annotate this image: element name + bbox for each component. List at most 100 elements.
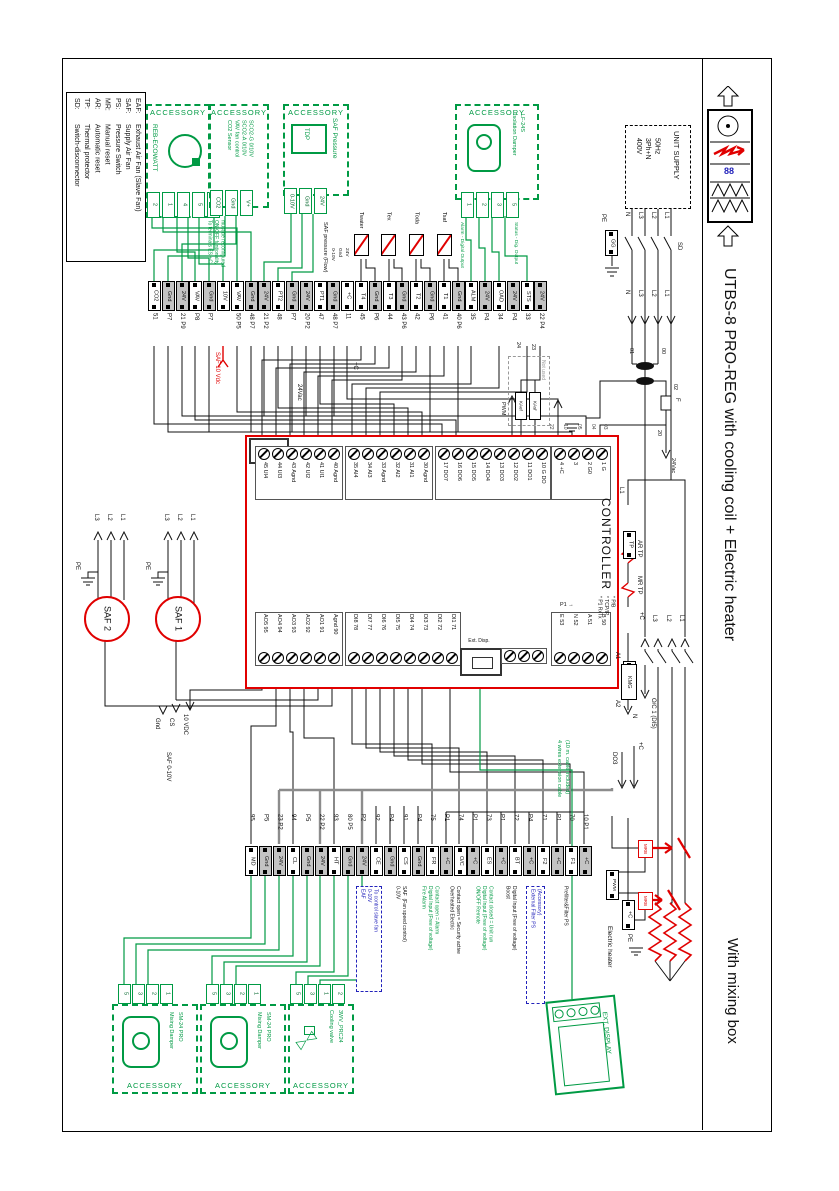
screw-icon: [258, 448, 270, 460]
screw-icon: [568, 448, 580, 460]
ctrl-terminal: AO5 95: [257, 614, 271, 664]
temp-sensor: Toda: [403, 212, 429, 256]
ahu-unit-icon: [707, 86, 753, 247]
ctrl-top-group-power: 4 +C 3 2 G0 1 G: [551, 446, 611, 500]
terminal: T2 42: [410, 281, 424, 343]
not-used-box: [508, 356, 550, 426]
mrb-cutout-1: MRB: [638, 840, 653, 858]
screw-icon: [362, 448, 374, 460]
saf1-l2: L2: [176, 514, 182, 521]
green-terminal: 1: [248, 984, 261, 1004]
wire-number: 48: [275, 313, 282, 320]
heater-pe-label: PE: [626, 934, 632, 943]
screw-icon: [532, 650, 544, 662]
thermistor-icon: [408, 234, 424, 256]
wire-number: P1: [498, 814, 505, 822]
screw-icon: [272, 652, 284, 664]
wire-number: 92: [373, 814, 380, 821]
accessory-tag: ACCESSORY: [211, 108, 267, 117]
wire-number: 48 P7: [248, 313, 255, 329]
device-name-1: Mixing Damper: [168, 1012, 174, 1049]
flow-term-3: 24V: [344, 248, 349, 257]
plus-c-label: +C: [352, 362, 358, 370]
terminal: +C 11: [341, 281, 355, 343]
screw-icon: [286, 652, 298, 664]
saf-10vdc-label: SAF 10 Vdc: [214, 352, 220, 385]
ctrl-terminal: 44 UI3: [271, 448, 285, 498]
screw-icon: [376, 652, 388, 664]
device-name-2: SM-24 PRO: [177, 1012, 183, 1042]
terminal: Gnd P5: [300, 814, 314, 876]
sensor-label: Toda: [413, 212, 420, 224]
ctrl-terminal: AO3 93: [285, 614, 299, 664]
ext-display-port: [460, 648, 502, 676]
green-terminal: 5: [118, 984, 131, 1004]
wire-number: 10 P1: [582, 814, 589, 830]
ctrl-terminal: DI2 72: [431, 614, 445, 664]
co2-description: CO2 Sensor VAV fan control SCO2-A 0/10V SC…: [226, 120, 254, 158]
terminal: Gnd P7: [161, 281, 175, 343]
terminal: +C P1: [467, 814, 481, 876]
fan-cs-label: CS: [168, 718, 174, 727]
terminal: Gnd P6: [368, 281, 382, 343]
24vac-label: 24Vac: [296, 384, 302, 401]
cable-note-2: (10 m. cable included): [564, 740, 570, 795]
accessory-cooling-valve: ▷◁ Cooling valve 3WV_PRC24 ACCESSORY: [288, 1004, 354, 1094]
ctrl-terminal: 14 DO4: [479, 448, 493, 498]
wire-number: 11: [344, 313, 351, 320]
legend-row: AR:Automatic reset: [93, 98, 101, 173]
wire-number: P4: [482, 313, 489, 321]
screw-icon: [286, 448, 298, 460]
ctrl-bottom-group-comm: E 53 N 52 A 51 B 50: [551, 612, 611, 666]
legend-row: SAF:Supply Air Fan: [124, 98, 131, 170]
reb-note: To terminals ES,+C ON-OFF funtionality m…: [206, 220, 226, 267]
temp-sensor: Tsaf: [431, 212, 457, 256]
terminal: CE 92: [370, 814, 384, 876]
wire-05: 05: [576, 424, 582, 430]
wire-number: 73: [484, 814, 491, 821]
screw-icon: [554, 448, 566, 460]
green-terminal: 3: [304, 984, 317, 1004]
relay-kasf: KAsf: [529, 392, 541, 420]
unit-supply-specs: 400V 3Ph+N 50Hz: [635, 138, 661, 160]
ctrl-terminal: 42 UI2: [299, 448, 313, 498]
temp-sensor: Twater: [348, 212, 374, 256]
contact-l2-label: L2: [665, 615, 671, 622]
saf2-l1: L1: [119, 514, 125, 521]
terminal: F1 70: [564, 814, 578, 876]
device-name-2: 3WV_PRC24: [337, 1010, 343, 1043]
comm-bracket-label: P1 →: [560, 602, 574, 608]
terminal: CO2 51: [148, 281, 161, 343]
green-terminal: 2: [147, 192, 160, 218]
screw-icon: [432, 652, 444, 664]
ctrl-terminal: AO2 92: [299, 614, 313, 664]
green-terminal: 2: [146, 984, 159, 1004]
phase-l2-label2: L2: [650, 290, 656, 297]
wire-number: 45: [358, 313, 365, 320]
screw-icon: [438, 448, 450, 460]
tdp-terminals: 0-10V Gnd 24V: [284, 188, 327, 214]
unit-display-digits: 88: [724, 166, 735, 176]
thermistor-icon: [353, 234, 369, 256]
damper-shaft-icon: [476, 134, 492, 150]
screw-icon: [390, 652, 402, 664]
ctrl-terminal: 16 DO6: [451, 448, 465, 498]
knob-mark-icon: [192, 158, 200, 166]
green-terminal: 5: [506, 192, 519, 218]
wire-number: P5: [304, 814, 311, 822]
green-terminal: Gnd: [299, 188, 312, 214]
wire-20: 20: [656, 430, 662, 437]
ctrl-terminal: 45 UI4: [257, 448, 271, 498]
gg-terminal: GG: [605, 230, 618, 256]
ctrl-top-group-ui: 45 UI4 44 UI3 43 Agnd 42 UI2 41 UI1 40 Agnd: [255, 446, 343, 500]
accessory-tag: ACCESSORY: [288, 108, 344, 117]
phase-l1-label: L1: [663, 212, 669, 219]
mrb-cutout-2: MRB: [638, 892, 653, 910]
saf2-pe: PE: [74, 562, 80, 571]
temp-sensor: Tex: [376, 212, 402, 256]
accessory-tag: ACCESSORY: [469, 108, 525, 117]
terminal: T4 45: [355, 281, 368, 343]
contact-l3-label: L3: [651, 615, 657, 622]
unit-supply-box: UNIT SUPPLY 400V 3Ph+N 50Hz: [625, 125, 691, 209]
